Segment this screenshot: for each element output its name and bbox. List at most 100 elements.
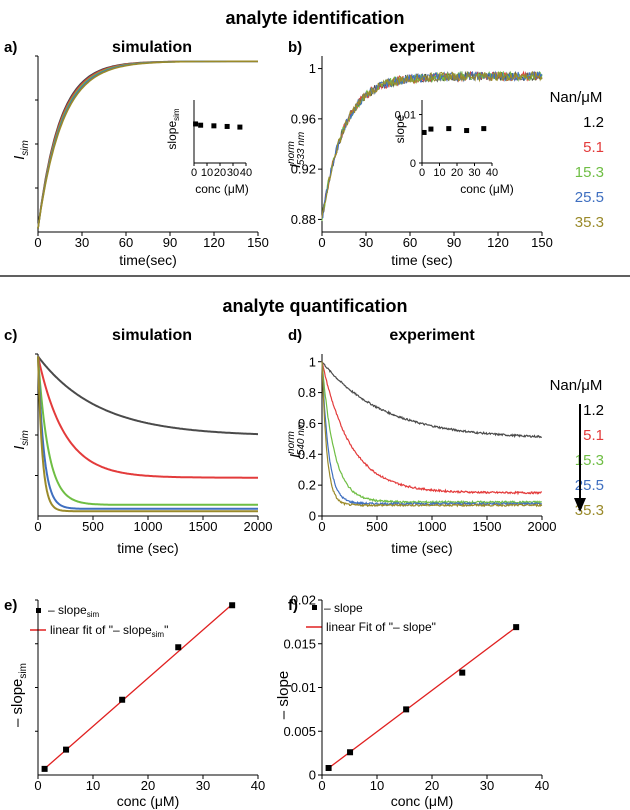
x-tick-label-a_inset: 10 bbox=[201, 167, 213, 179]
y-tick-label-d: 0.6 bbox=[298, 416, 316, 431]
point-b_inset bbox=[421, 129, 427, 135]
point-a_inset bbox=[224, 123, 230, 129]
x-tick-label-a: 120 bbox=[203, 235, 225, 250]
y-tick-label-b: 0.92 bbox=[291, 162, 316, 177]
x-tick-label-b_inset: 10 bbox=[433, 167, 445, 179]
point-e bbox=[119, 696, 126, 703]
legend-b-title: Nan/μM bbox=[550, 89, 603, 106]
legend-e-marker-label: – slopesim bbox=[48, 603, 99, 619]
legend-e-fit-label: linear fit of "– slopesim" bbox=[50, 623, 168, 639]
x-tick-label-b: 0 bbox=[318, 235, 325, 250]
legend-entry-35.3: 35.3 bbox=[575, 214, 604, 231]
point-b_inset bbox=[481, 126, 487, 132]
axes-a_inset: 0 10 20 30 40 bbox=[191, 100, 252, 179]
series-line-d-1.2 bbox=[321, 361, 543, 439]
x-tick-label-b_inset: 20 bbox=[451, 167, 463, 179]
inset-a-ylabel: slopesim bbox=[165, 108, 181, 149]
x-tick-label-a: 60 bbox=[119, 235, 133, 250]
axes-c: 0 500 1000 1500 2000 bbox=[34, 353, 273, 534]
panel-letter-b: b) bbox=[288, 39, 302, 56]
x-tick-label-c: 2000 bbox=[244, 519, 273, 534]
x-tick-label-b_inset: 40 bbox=[486, 167, 498, 179]
panel-letter-f: f) bbox=[288, 597, 298, 614]
x-tick-label-e: 0 bbox=[34, 778, 41, 793]
panel-letter-c: c) bbox=[4, 327, 17, 344]
legend-d-title: Nan/μM bbox=[550, 377, 603, 394]
x-tick-label-e: 10 bbox=[86, 778, 100, 793]
x-tick-label-f: 40 bbox=[535, 778, 549, 793]
axes-b_inset: 0 10 20 30 40 0 0.01 bbox=[395, 100, 498, 179]
y-tick-label-d: 1 bbox=[309, 354, 316, 369]
legend-d: 1.25.115.325.535.3 bbox=[575, 402, 604, 519]
point-f bbox=[513, 624, 520, 631]
panel-b-xlabel: time (sec) bbox=[391, 252, 452, 268]
axes-b: 0 30 60 90 120 150 0.88 0.92 0.96 1 bbox=[291, 56, 553, 250]
panel-c-ylabel: Isim bbox=[11, 430, 31, 450]
x-tick-label-a_inset: 40 bbox=[240, 167, 252, 179]
legend-entry-25.5: 25.5 bbox=[575, 477, 604, 494]
x-tick-label-d: 2000 bbox=[528, 519, 557, 534]
y-tick-label-b: 0.96 bbox=[291, 111, 316, 126]
axes-f: 0 10 20 30 40 0 0.005 0.01 0.015 0.02 bbox=[283, 593, 549, 793]
y-tick-label-f: 0.015 bbox=[283, 636, 316, 651]
x-tick-label-d: 500 bbox=[366, 519, 388, 534]
axes-d: 0 500 1000 1500 2000 0 0.2 0.4 0.6 0.8 1 bbox=[298, 354, 557, 534]
series-line-a-15.3 bbox=[37, 60, 258, 229]
x-tick-label-c: 0 bbox=[34, 519, 41, 534]
fit-line-e bbox=[41, 603, 233, 772]
panel-d-xlabel: time (sec) bbox=[391, 540, 452, 556]
point-e bbox=[63, 746, 70, 753]
panel-letter-e: e) bbox=[4, 597, 17, 614]
series-line-c-15.3 bbox=[37, 356, 258, 506]
y-tick-label-b: 0.88 bbox=[291, 212, 316, 227]
series-line-c-35.3 bbox=[37, 356, 258, 513]
point-b_inset bbox=[428, 126, 434, 132]
point-a_inset bbox=[193, 121, 199, 127]
fit-line-f bbox=[326, 626, 517, 771]
point-f bbox=[459, 669, 466, 676]
y-tick-label-d: 0.8 bbox=[298, 385, 316, 400]
y-tick-label-d: 0.2 bbox=[298, 478, 316, 493]
y-tick-label-d: 0 bbox=[309, 509, 316, 524]
panel-e-ylabel: – slopesim bbox=[9, 663, 29, 727]
series-line-d-35.3 bbox=[321, 361, 543, 508]
series-line-b-35.3 bbox=[321, 70, 543, 218]
panel-a-xlabel: time(sec) bbox=[119, 252, 177, 268]
legend-entry-15.3: 15.3 bbox=[575, 164, 604, 181]
legend-entry-1.2: 1.2 bbox=[583, 402, 604, 419]
x-tick-label-b: 90 bbox=[447, 235, 461, 250]
y-tick-label-f: 0.01 bbox=[291, 680, 316, 695]
panel-c-title: simulation bbox=[112, 327, 192, 344]
series-line-b-25.5 bbox=[321, 70, 543, 219]
point-f bbox=[325, 765, 332, 771]
x-tick-label-f: 0 bbox=[318, 778, 325, 793]
point-a_inset bbox=[211, 123, 217, 129]
point-e bbox=[175, 644, 182, 651]
x-tick-label-b: 120 bbox=[487, 235, 509, 250]
section-title-quantification: analyte quantification bbox=[222, 296, 407, 316]
section-title-identification: analyte identification bbox=[225, 8, 404, 28]
x-tick-label-d: 1000 bbox=[418, 519, 447, 534]
legend-d-arrow-head bbox=[574, 498, 586, 512]
x-tick-label-a_inset: 20 bbox=[214, 167, 226, 179]
y-tick-label-d: 0.4 bbox=[298, 447, 316, 462]
series-line-c-5.1 bbox=[37, 356, 258, 479]
series-line-a-1.2 bbox=[37, 60, 258, 229]
y-tick-label-b_inset: 0 bbox=[410, 158, 416, 170]
legend-entry-15.3: 15.3 bbox=[575, 452, 604, 469]
x-tick-label-a: 150 bbox=[247, 235, 269, 250]
legend-entry-1.2: 1.2 bbox=[583, 114, 604, 131]
y-tick-label-b_inset: 0.01 bbox=[395, 109, 416, 121]
panel-letter-a: a) bbox=[4, 39, 17, 56]
legend-b: 1.2 5.1 15.3 25.5 35.3 bbox=[575, 114, 604, 231]
y-tick-label-f: 0 bbox=[309, 768, 316, 783]
x-tick-label-a: 30 bbox=[75, 235, 89, 250]
axes-e: 0 10 20 30 40 bbox=[34, 599, 265, 793]
x-tick-label-b: 60 bbox=[403, 235, 417, 250]
panel-f-ylabel: – slope bbox=[275, 671, 292, 719]
panel-e-xlabel: conc (μM) bbox=[117, 793, 180, 809]
legend-entry-25.5: 25.5 bbox=[575, 189, 604, 206]
series-line-a-5.1 bbox=[37, 60, 258, 229]
x-tick-label-b: 150 bbox=[531, 235, 553, 250]
